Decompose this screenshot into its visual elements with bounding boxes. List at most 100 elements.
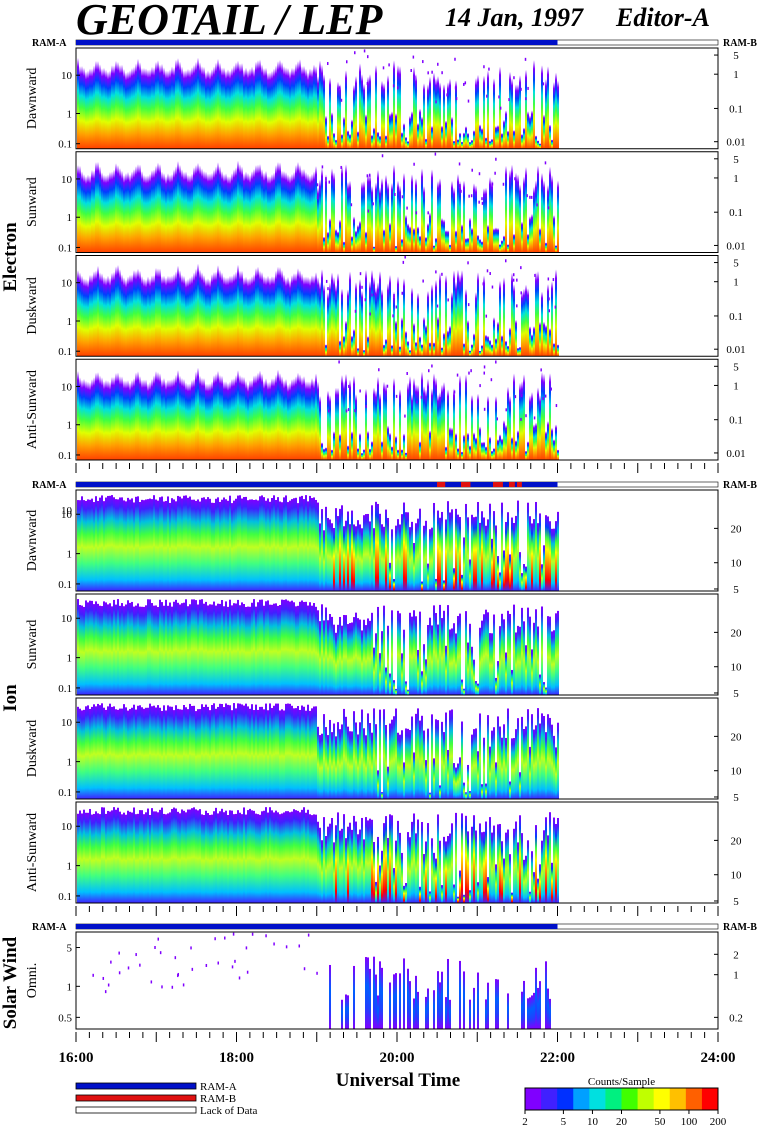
ionhot-column — [105, 813, 107, 903]
solar-column — [413, 998, 415, 1029]
electron-speck — [512, 278, 515, 282]
electron-column — [181, 274, 183, 357]
electron-column — [379, 187, 381, 253]
ion-column — [167, 705, 169, 799]
panel-frame — [75, 151, 719, 253]
ionhot-column — [289, 500, 291, 591]
ion-column — [173, 601, 175, 695]
electron-column — [127, 71, 129, 149]
electron-column — [529, 395, 531, 460]
electron-column — [479, 350, 481, 357]
solar-speck — [191, 967, 194, 971]
solar-speck — [205, 963, 208, 967]
electron-column — [383, 229, 385, 253]
ion-column — [239, 605, 241, 695]
y-tick-label-left: 1 — [67, 108, 73, 120]
electron-column — [141, 171, 143, 253]
electron-speck — [427, 211, 429, 215]
ion-column — [467, 642, 469, 695]
ion-column — [171, 606, 173, 695]
electron-speck — [369, 312, 371, 316]
ionhot-column — [553, 817, 555, 903]
ionhot-column — [409, 837, 411, 903]
ion-column — [277, 605, 279, 695]
electron-column — [453, 388, 455, 460]
electron-column — [245, 380, 247, 460]
ion-column — [117, 709, 119, 799]
electron-column — [327, 390, 329, 460]
electron-speck — [483, 371, 486, 375]
ion-column — [203, 603, 205, 695]
y-tick-label-right: 5 — [733, 584, 739, 596]
ionhot-column — [191, 808, 193, 903]
ionhot-column — [273, 495, 275, 591]
electron-column — [219, 166, 221, 253]
electron-column — [365, 231, 367, 253]
electron-column — [101, 172, 103, 253]
electron-column — [335, 387, 337, 460]
electron-speck — [516, 304, 518, 308]
electron-column — [313, 64, 315, 149]
y-tick-label-right: 5 — [733, 361, 739, 373]
ionhot-column — [441, 511, 443, 591]
electron-column — [323, 74, 325, 149]
electron-column — [93, 271, 95, 357]
electron-column — [151, 66, 153, 149]
ion-column — [267, 600, 269, 695]
electron-speck — [392, 314, 394, 318]
ionhot-column — [527, 502, 529, 591]
ion-column — [139, 705, 141, 799]
electron-column — [541, 172, 543, 253]
ion-column — [247, 706, 249, 799]
ion-column — [287, 600, 289, 695]
ion-column — [495, 762, 497, 799]
solar-column — [497, 979, 499, 1029]
ionhot-column — [367, 513, 369, 591]
ionhot-column — [353, 524, 355, 591]
ionhot-column — [431, 838, 433, 903]
ionhot-column — [181, 498, 183, 591]
electron-column — [475, 78, 477, 149]
electron-column — [257, 60, 259, 149]
electron-column — [115, 373, 117, 460]
electron-column — [145, 68, 147, 149]
ionhot-column — [173, 807, 175, 903]
electron-column — [415, 341, 417, 357]
ionhot-column — [465, 815, 467, 903]
ionhot-column — [295, 497, 297, 591]
electron-column — [143, 174, 145, 253]
electron-column — [539, 321, 541, 357]
ionhot-column — [97, 500, 99, 591]
ionhot-column — [359, 829, 361, 903]
electron-column — [339, 219, 341, 253]
electron-speck — [420, 395, 423, 399]
ion-column — [117, 599, 119, 695]
ionhot-column — [137, 813, 139, 903]
ion-column — [343, 708, 345, 799]
electron-column — [365, 114, 367, 149]
electron-speck — [446, 93, 448, 97]
ion-column — [137, 603, 139, 695]
ionhot-column — [123, 500, 125, 591]
ion-column — [533, 622, 535, 695]
electron-column — [213, 272, 215, 357]
ion-column — [291, 600, 293, 695]
electron-column — [219, 269, 221, 357]
electron-column — [293, 378, 295, 460]
electron-speck — [542, 397, 544, 401]
electron-column — [281, 62, 283, 149]
electron-column — [261, 64, 263, 149]
electron-column — [157, 60, 159, 149]
electron-column — [79, 66, 81, 149]
ionhot-column — [489, 817, 491, 903]
electron-column — [513, 233, 515, 253]
solar-column — [533, 992, 535, 1029]
ion-column — [195, 600, 197, 695]
electron-column — [471, 227, 473, 253]
electron-column — [237, 264, 239, 357]
electron-column — [217, 58, 219, 149]
electron-column — [477, 74, 479, 149]
ion-column — [95, 706, 97, 799]
electron-column — [349, 379, 351, 460]
